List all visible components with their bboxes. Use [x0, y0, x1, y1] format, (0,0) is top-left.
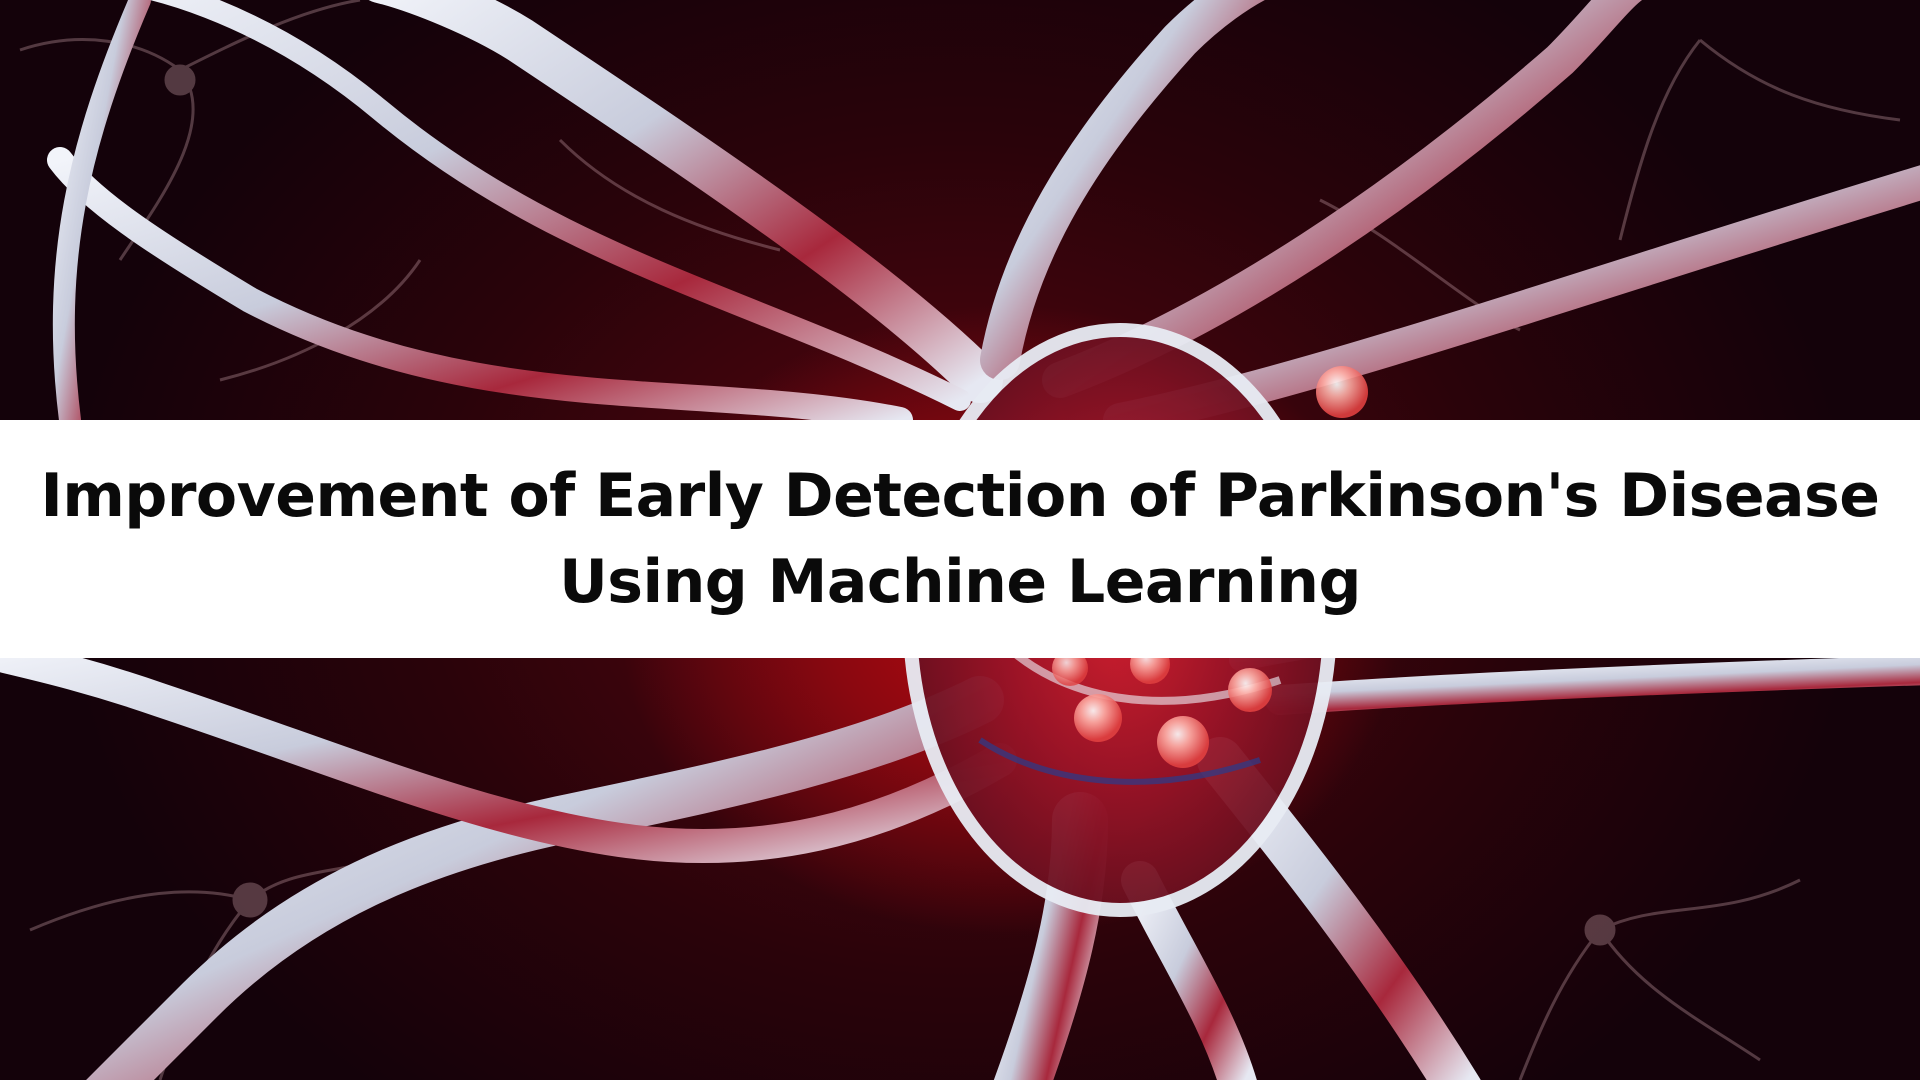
title-line-2: Using Machine Learning: [559, 547, 1361, 617]
title-banner: Improvement of Early Detection of Parkin…: [0, 420, 1920, 658]
title-line-1: Improvement of Early Detection of Parkin…: [40, 461, 1880, 531]
page-title: Improvement of Early Detection of Parkin…: [20, 453, 1900, 625]
